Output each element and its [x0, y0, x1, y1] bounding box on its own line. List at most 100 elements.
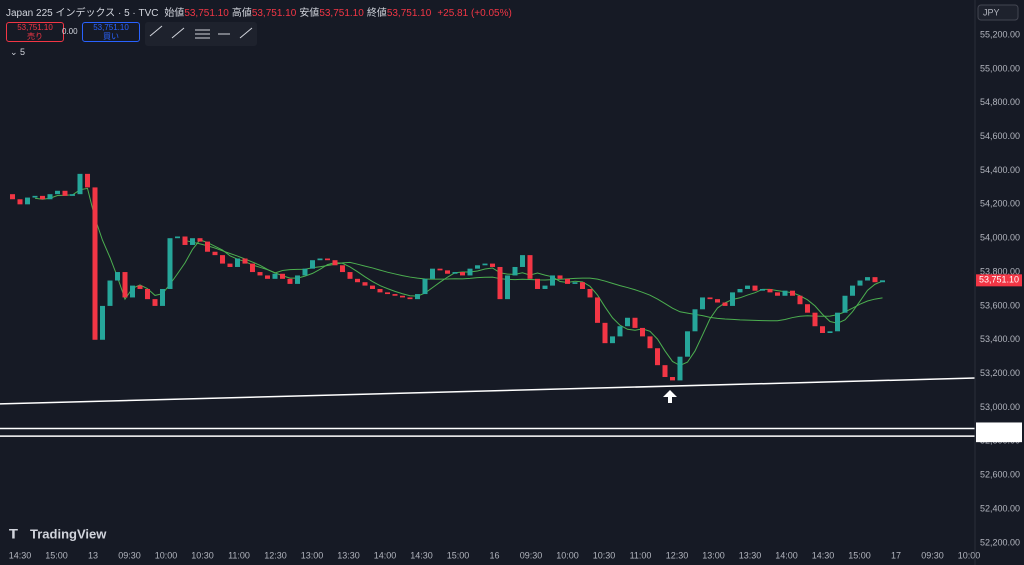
candle [775, 292, 780, 296]
candle [437, 268, 443, 271]
x-tick-label: 09:30 [520, 550, 543, 560]
candle [205, 241, 210, 252]
x-tick-label: 09:30 [118, 550, 141, 560]
sell-button[interactable]: 53,751.10 売り [6, 22, 64, 42]
candle [722, 302, 728, 306]
y-tick-label: 55,000.00 [980, 63, 1020, 73]
y-tick-label: 52,600.00 [980, 470, 1020, 480]
candle [685, 331, 690, 357]
candle [730, 292, 735, 306]
arrow-marker [663, 390, 677, 403]
candle [100, 305, 105, 340]
candle [422, 278, 428, 295]
candle [430, 268, 435, 279]
indicators-count: 5 [20, 47, 26, 57]
candle [865, 277, 870, 281]
candle [370, 285, 375, 289]
buy-button[interactable]: 53,751.10 買い [82, 22, 140, 42]
candle [640, 327, 645, 337]
candle [812, 312, 818, 327]
ohlc-value: 53,751.10 [184, 8, 229, 19]
x-tick-label: 10:00 [155, 550, 178, 560]
candle [797, 295, 803, 305]
candle [175, 236, 180, 239]
candle [77, 173, 83, 195]
candle [527, 255, 533, 279]
indicators[interactable]: ⌄ 5 [10, 47, 26, 57]
ohlc-label: 高値 [231, 8, 252, 19]
candle [782, 290, 788, 296]
candle [182, 236, 188, 245]
currency: JPY [983, 7, 1000, 17]
x-tick-label: 15:00 [45, 550, 68, 560]
ohlc-label: 終値 [366, 8, 387, 19]
candle [257, 272, 263, 276]
y-tick-label: 55,200.00 [980, 29, 1020, 39]
sell-label: 売り [27, 32, 43, 41]
x-tick-label: 12:30 [666, 550, 689, 560]
candle [10, 194, 15, 200]
buy-price: 53,751.10 [93, 23, 129, 32]
candle [475, 265, 480, 269]
candle [670, 377, 675, 381]
candle [760, 288, 765, 291]
candle [535, 278, 540, 289]
currency-box[interactable] [977, 4, 1019, 21]
candle [632, 317, 638, 328]
candle [250, 263, 255, 273]
candle [92, 187, 98, 340]
candle [820, 326, 825, 333]
y-tick-label: 53,400.00 [980, 334, 1020, 344]
candle [497, 266, 503, 300]
candle [115, 272, 120, 281]
x-tick-label: 10:00 [958, 550, 981, 560]
toolbar-icons [149, 25, 253, 39]
brand: TradingView [30, 526, 107, 541]
candle [55, 190, 60, 195]
x-tick-label: 09:30 [921, 550, 944, 560]
candle [152, 299, 158, 306]
candle [220, 255, 225, 264]
candle [857, 280, 863, 286]
candle [62, 190, 68, 196]
y-tick-label: 53,600.00 [980, 300, 1020, 310]
candle [287, 278, 293, 284]
candle [415, 294, 420, 300]
candle [662, 365, 668, 378]
candle [790, 290, 795, 296]
candle [40, 195, 45, 200]
x-tick-label: 14:30 [9, 550, 32, 560]
x-tick-label: 12:30 [264, 550, 287, 560]
candle [542, 285, 548, 289]
x-tick-label: 10:30 [191, 550, 214, 560]
candle [850, 285, 855, 296]
candle [122, 272, 128, 298]
change: +25.81 (+0.05%) [437, 8, 512, 19]
candle [827, 331, 833, 333]
candle [235, 258, 240, 267]
candle [677, 356, 683, 381]
candle [280, 273, 285, 279]
x-tick-label: 13:00 [301, 550, 324, 560]
candle [160, 288, 165, 306]
candle [377, 288, 383, 293]
candle [602, 322, 608, 344]
candle [302, 268, 308, 276]
candle [362, 282, 368, 286]
candle [872, 277, 878, 283]
candle [167, 238, 173, 289]
candle [572, 282, 578, 284]
candle [227, 263, 233, 267]
candle [505, 275, 510, 300]
candle [272, 273, 278, 279]
candle [737, 288, 743, 293]
candle [347, 272, 353, 279]
candle [617, 326, 623, 337]
candle [565, 278, 570, 284]
candle [385, 292, 390, 295]
x-tick-label: 13:30 [337, 550, 360, 560]
candle [460, 272, 465, 276]
x-tick-label: 10:30 [593, 550, 616, 560]
plot-bg [0, 0, 975, 548]
